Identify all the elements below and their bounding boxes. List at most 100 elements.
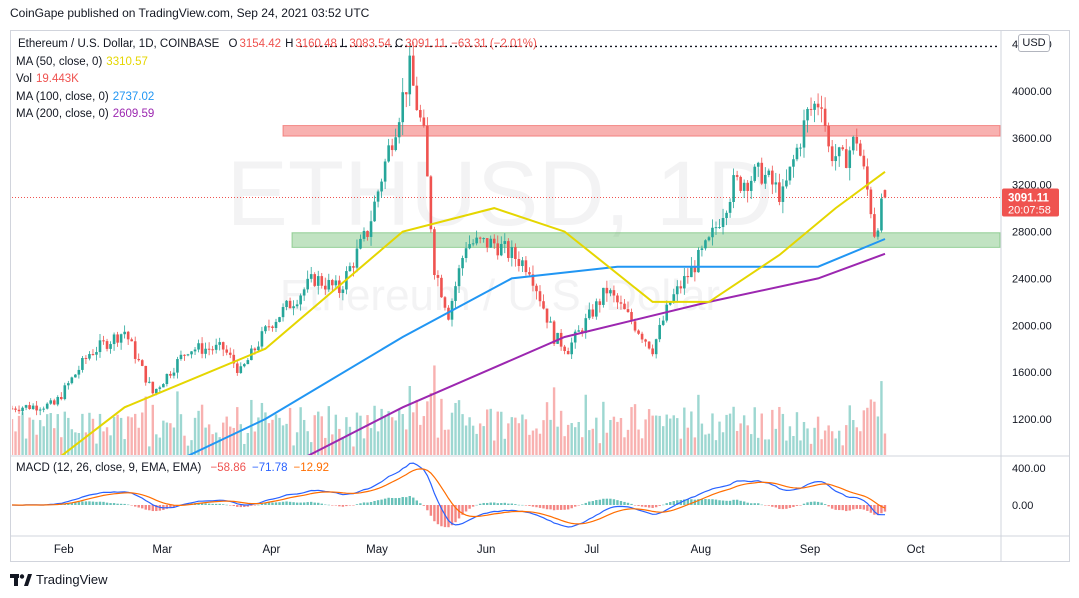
macd-histogram-bar	[577, 505, 580, 506]
volume-bar	[563, 436, 566, 455]
volume-bar	[764, 439, 767, 455]
volume-bar	[317, 411, 320, 455]
volume-bar	[359, 415, 362, 455]
macd-histogram-bar	[102, 501, 105, 505]
candle-body	[193, 349, 197, 352]
candle-body	[672, 294, 676, 303]
symbol-row[interactable]: Ethereum / U.S. Dollar, 1D, COINBASE O 31…	[16, 36, 537, 54]
macd-legend[interactable]: MACD (12, 26, close, 9, EMA, EMA) −58.86…	[16, 462, 329, 474]
volume-bar	[155, 434, 158, 455]
macd-histogram-bar	[517, 504, 521, 506]
macd-histogram-bar	[834, 505, 837, 510]
watermark-symbol: ETHUSD, 1D	[227, 143, 774, 245]
candle-body	[531, 274, 535, 286]
price-tick-label: 1200.00	[1012, 414, 1052, 426]
volume-bar	[535, 428, 538, 455]
indicator-row[interactable]: MA (200, close, 0) 2609.59	[16, 106, 537, 124]
macd-histogram-bar	[760, 504, 763, 506]
candle-body	[426, 125, 429, 177]
candle-body	[640, 333, 644, 340]
volume-bar	[654, 415, 658, 455]
macd-histogram-bar	[257, 504, 260, 506]
volume-bar	[401, 414, 404, 455]
macd-histogram-bar	[84, 501, 88, 505]
volume-bar	[21, 412, 24, 455]
volume-bar	[489, 408, 492, 455]
macd-histogram-bar	[355, 504, 359, 505]
indicator-row[interactable]: MA (100, close, 0) 2737.02	[16, 89, 537, 107]
volume-bar	[341, 437, 345, 455]
volume-bar	[373, 405, 376, 455]
candle-body	[42, 408, 45, 410]
macd-histogram-bar	[165, 505, 169, 509]
candle-body	[176, 359, 179, 373]
indicator-label: MA (50, close, 0)	[16, 55, 103, 68]
candle-body	[116, 334, 119, 343]
candle-body	[232, 354, 236, 364]
macd-histogram-bar	[672, 501, 675, 505]
candle-body	[753, 166, 757, 181]
volume-bar	[591, 428, 594, 455]
macd-histogram-bar	[626, 502, 630, 505]
volume-bar	[31, 419, 35, 455]
volume-bar	[475, 433, 478, 455]
symbol-label: Ethereum / U.S. Dollar, 1D, COINBASE	[18, 38, 220, 50]
candle-body	[704, 240, 707, 249]
volume-bar	[14, 431, 17, 455]
candle-body	[228, 352, 232, 355]
candle-body	[834, 156, 837, 162]
volume-bar	[17, 415, 21, 455]
candle-body	[778, 182, 781, 202]
macd-histogram-bar	[222, 504, 225, 505]
macd-histogram-bar	[260, 503, 264, 505]
volume-bar	[714, 440, 718, 455]
macd-histogram-bar	[718, 500, 721, 505]
volume-bar	[38, 420, 42, 455]
indicator-row[interactable]: MA (50, close, 0) 3310.57	[16, 54, 537, 72]
volume-bar	[77, 433, 81, 455]
volume-bar	[486, 409, 489, 455]
indicator-list: MA (50, close, 0) 3310.57 Vol 19.443K MA (10…	[16, 54, 537, 124]
resistance-zone	[282, 125, 1001, 137]
candle-body	[844, 149, 848, 168]
last-price-label: 3091.11	[1008, 192, 1050, 204]
candle-body	[190, 351, 193, 355]
indicator-row[interactable]: Vol 19.443K	[16, 71, 537, 89]
macd-histogram-bar	[838, 505, 841, 511]
macd-histogram-bar	[408, 496, 411, 505]
candle-body	[535, 285, 538, 292]
macd-histogram-bar	[714, 499, 718, 505]
candle-body	[52, 400, 56, 405]
volume-bar	[496, 411, 499, 455]
candle-body	[35, 405, 38, 411]
tradingview-logo[interactable]: TradingView	[10, 572, 108, 587]
volume-bar	[123, 439, 126, 455]
currency-button[interactable]: USD	[1018, 34, 1050, 52]
macd-histogram-bar	[478, 503, 482, 505]
volume-bar	[278, 417, 281, 455]
volume-bar	[285, 423, 288, 455]
volume-bar	[264, 412, 267, 455]
candle-body	[528, 272, 531, 275]
candle-body	[109, 344, 112, 349]
volume-bar	[243, 443, 246, 455]
macd-histogram-bar	[742, 501, 746, 505]
candle-body	[809, 108, 813, 110]
macd-histogram-bar	[324, 504, 327, 506]
macd-histogram-bar	[278, 502, 281, 505]
candle-body	[637, 330, 640, 334]
candle-body	[56, 396, 60, 405]
volume-bar	[721, 432, 725, 455]
candle-body	[211, 349, 214, 351]
macd-histogram-bar	[559, 505, 563, 510]
macd-histogram-bar	[81, 501, 84, 505]
volume-bar	[503, 438, 506, 455]
candle-body	[457, 268, 461, 287]
time-tick-label: Apr	[262, 544, 280, 556]
support-zone	[291, 232, 1001, 248]
macd-histogram-bar	[711, 499, 714, 505]
volume-bar	[742, 415, 746, 455]
macd-histogram-bar	[70, 502, 74, 505]
candle-body	[714, 227, 718, 229]
